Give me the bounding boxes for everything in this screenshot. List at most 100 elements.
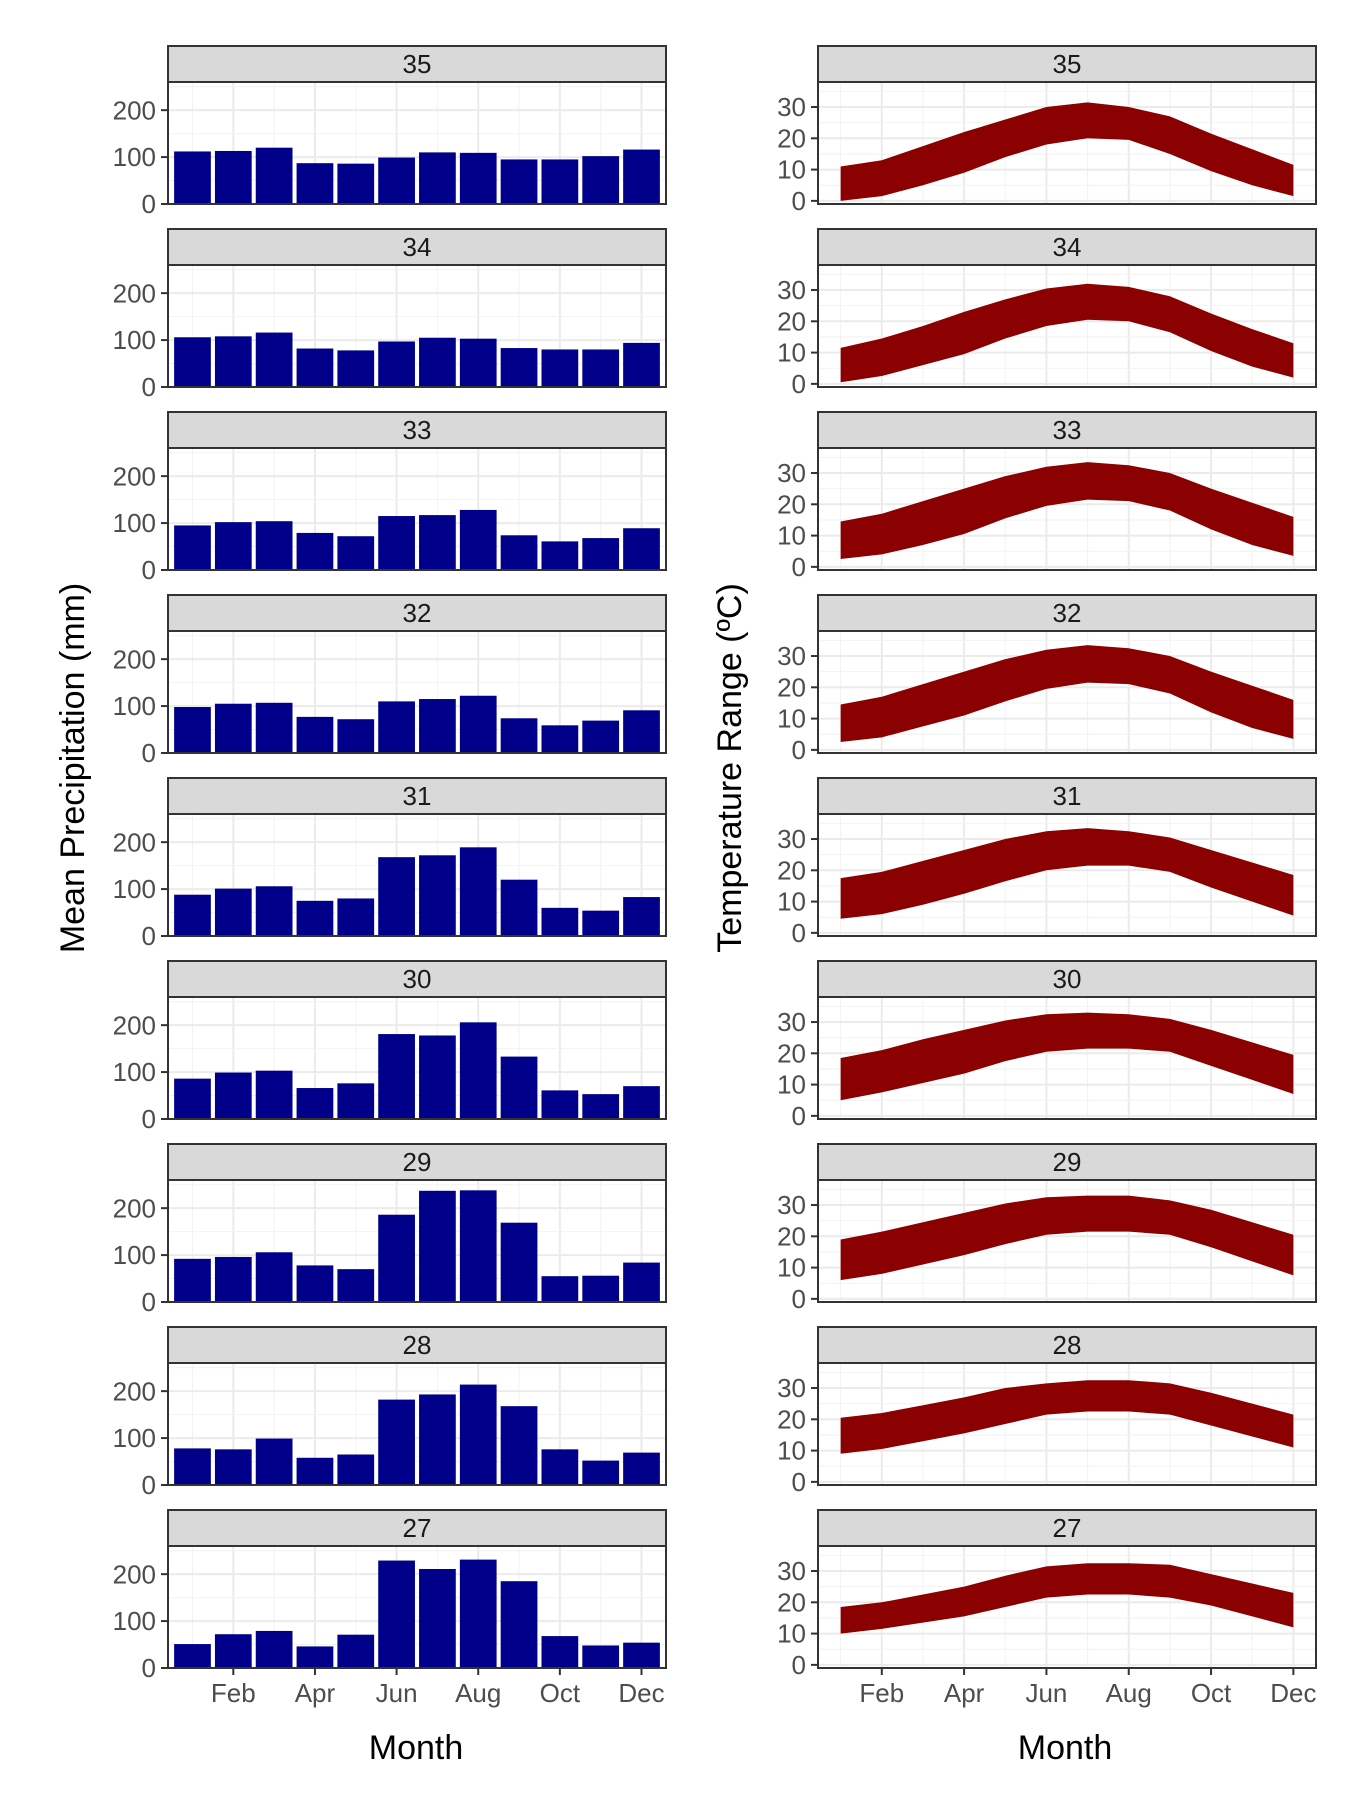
precip-bar	[337, 1634, 375, 1668]
y-tick-label: 10	[777, 704, 806, 734]
precip-bar	[255, 1438, 293, 1485]
y-tick-label: 100	[113, 1057, 156, 1087]
y-tick-label: 20	[777, 489, 806, 519]
y-tick-label: 10	[777, 1070, 806, 1100]
facet-strip-label: 27	[1053, 1513, 1082, 1543]
precip-bar	[214, 1072, 252, 1119]
y-tick-label: 30	[777, 1373, 806, 1403]
y-tick-label: 0	[142, 1104, 156, 1134]
precip-bar	[419, 1394, 456, 1485]
y-tick-label: 200	[113, 278, 156, 308]
temperature-range-ribbon	[840, 828, 1294, 919]
y-tick-label: 200	[113, 644, 156, 674]
precip-bar	[174, 337, 211, 387]
y-tick-label: 100	[113, 142, 156, 172]
precip-bar	[582, 910, 620, 936]
panel-border	[817, 996, 1317, 1120]
y-tick-label: 200	[113, 95, 156, 125]
x-tick-label: Aug	[455, 1678, 501, 1708]
precip-bar	[296, 532, 334, 570]
y-tick-label: 100	[113, 325, 156, 355]
precip-bar	[255, 332, 293, 387]
precip-bar	[623, 897, 660, 936]
y-tick-label: 200	[113, 1559, 156, 1589]
y-tick-label: 20	[777, 123, 806, 153]
precip-bar	[214, 522, 252, 570]
facet-strip	[167, 1509, 667, 1547]
y-tick-label: 200	[113, 1193, 156, 1223]
facet-strip	[817, 594, 1317, 632]
facet-strip-label: 35	[403, 49, 432, 79]
precip-bar	[541, 349, 579, 387]
facet-strip-label: 27	[403, 1513, 432, 1543]
y-tick-label: 10	[777, 338, 806, 368]
precip-bar	[337, 536, 375, 570]
precip-bar	[541, 541, 579, 570]
facet-strip	[817, 777, 1317, 815]
precip-x-axis-title: Month	[369, 1729, 464, 1767]
temperature-range-ribbon	[840, 1195, 1294, 1281]
facet-strip-label: 32	[1053, 598, 1082, 628]
precip-bar	[541, 1449, 579, 1485]
y-tick-label: 100	[113, 1240, 156, 1270]
precip-bar	[459, 847, 497, 936]
precip-bar	[255, 521, 293, 570]
panel-border	[167, 996, 667, 1120]
panel-border	[167, 1545, 667, 1669]
precip-bar	[296, 716, 334, 753]
y-tick-label: 30	[777, 1556, 806, 1586]
y-tick-label: 20	[777, 1404, 806, 1434]
y-tick-label: 0	[792, 1284, 806, 1314]
precip-bar	[296, 900, 334, 936]
precip-bar	[337, 719, 375, 753]
precip-bar	[174, 1078, 211, 1119]
precip-bar	[500, 348, 538, 387]
y-tick-label: 20	[777, 1038, 806, 1068]
temperature-range-ribbon	[840, 1380, 1294, 1454]
facet-strip	[817, 1143, 1317, 1181]
facet-strip-label: 32	[403, 598, 432, 628]
precip-bar	[500, 159, 538, 204]
y-tick-label: 10	[777, 1253, 806, 1283]
precip-bar	[378, 1214, 415, 1302]
y-tick-label: 200	[113, 1376, 156, 1406]
temperature-range-ribbon	[840, 1012, 1294, 1101]
precip-bar	[541, 1636, 579, 1668]
temperature-facets: 3501020303401020303301020303201020303101…	[777, 45, 1317, 1708]
y-tick-label: 0	[792, 1650, 806, 1680]
precipitation-facet: 27 0 100 200 Feb Apr Jun Aug Oct Dec	[113, 1509, 667, 1708]
y-tick-label: 200	[113, 461, 156, 491]
precipitation-facet: 31 0 100 200	[113, 777, 667, 951]
y-tick-label: 30	[777, 1007, 806, 1037]
precip-bar	[500, 1222, 538, 1302]
y-tick-label: 100	[113, 1606, 156, 1636]
precip-bar	[419, 337, 456, 387]
y-tick-label: 0	[142, 1287, 156, 1317]
precip-bar	[419, 1568, 456, 1668]
panel-border	[817, 1179, 1317, 1303]
panel-border	[817, 1545, 1317, 1669]
facet-strip-label: 35	[1053, 49, 1082, 79]
y-tick-label: 30	[777, 92, 806, 122]
x-tick-label: Dec	[618, 1678, 664, 1708]
precip-bar	[582, 1645, 620, 1668]
precip-bar	[337, 1269, 375, 1302]
panel-border	[167, 1362, 667, 1486]
precip-bar	[623, 1642, 660, 1668]
precip-bar	[582, 349, 620, 387]
y-tick-label: 20	[777, 306, 806, 336]
precip-bar	[174, 1258, 211, 1302]
precipitation-facets: 35 0 100 200 34 0 100 200 33 0 100 200 32 0 100 200 31 0 1…	[113, 45, 667, 1708]
precip-bar	[459, 152, 497, 204]
panel-border	[817, 630, 1317, 754]
precip-bar	[378, 341, 415, 387]
precip-bar	[255, 147, 293, 204]
temperature-range-ribbon	[840, 1563, 1294, 1634]
precip-bar	[582, 156, 620, 204]
y-tick-label: 100	[113, 874, 156, 904]
precip-bar	[255, 1070, 293, 1119]
